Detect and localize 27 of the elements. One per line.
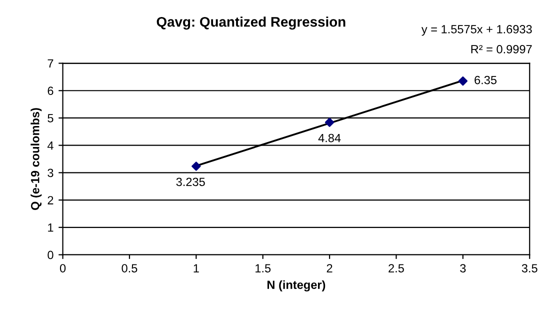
x-tick-label: 2.5 — [388, 264, 404, 272]
y-tick-label: 6 — [48, 86, 54, 96]
data-label: 4.84 — [318, 134, 341, 142]
x-tick-label: 3.5 — [522, 264, 538, 272]
text: y = 1.5575x + 1.6933 — [421, 25, 532, 36]
x-tick-label: 0.5 — [122, 264, 138, 272]
y-tick-label: 4 — [47, 141, 54, 150]
x-tick-label: 1 — [194, 264, 199, 272]
y-tick-label: 0 — [48, 250, 54, 260]
data-label: 6.35 — [474, 76, 497, 84]
chart-title: Qavg: Quantized Regression — [156, 16, 346, 30]
point — [192, 162, 201, 171]
y-tick-label: 5 — [48, 114, 54, 122]
y-tick-label: 3 — [48, 168, 54, 178]
data-label: 3.235 — [176, 178, 205, 186]
x-axis-title: N (integer) — [267, 280, 326, 292]
y-axis-title: Q (e-19 coulombs) — [30, 108, 42, 210]
point — [458, 76, 468, 86]
x-tick-label: 1.5 — [256, 264, 271, 272]
x-tick-label: 3 — [460, 264, 466, 272]
y-tick-label: 7 — [48, 59, 54, 68]
point — [324, 118, 334, 127]
x-tick-label: 0 — [60, 264, 66, 272]
y-tick-label: 1 — [48, 224, 54, 232]
y-tick-label: 2 — [48, 196, 54, 204]
text: R² = 0.9997 — [471, 45, 532, 54]
x-tick-label: 2 — [326, 264, 332, 272]
